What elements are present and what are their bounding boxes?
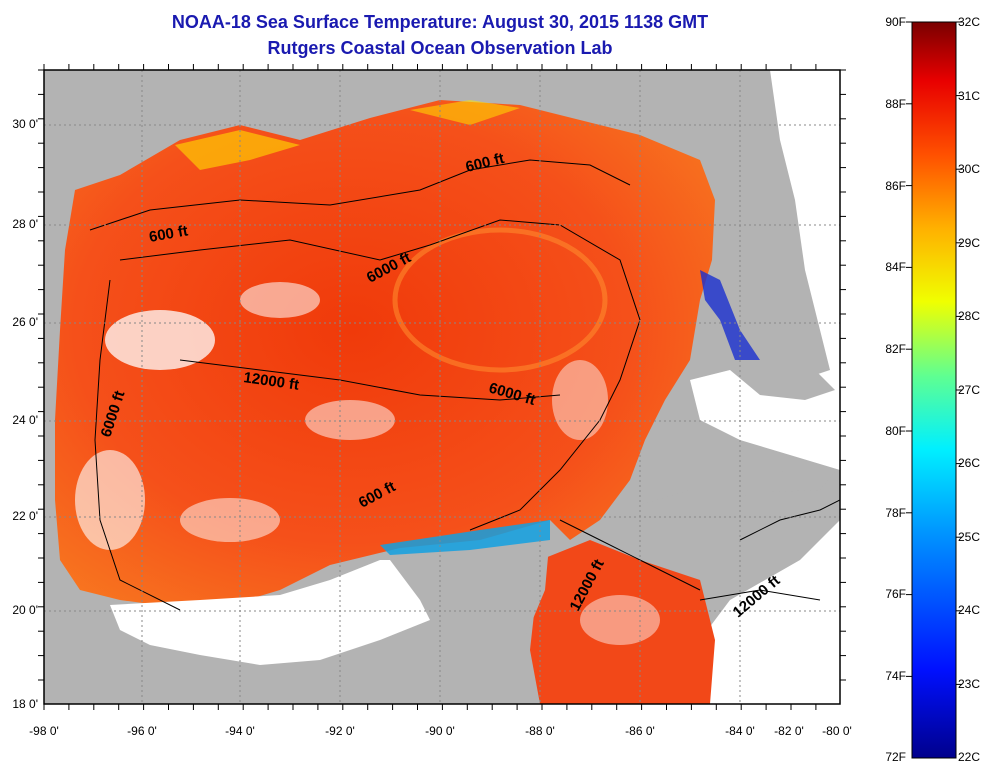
lon-label: -94 0' <box>225 724 255 738</box>
lon-label: -92 0' <box>325 724 355 738</box>
lon-label: -88 0' <box>525 724 555 738</box>
lat-label: 28 0' <box>12 217 38 231</box>
colorbar-label-f: 86F <box>885 179 906 193</box>
colorbar-label-c: 22C <box>958 750 981 764</box>
colorbar-label-c: 26C <box>958 456 981 470</box>
colorbar-label-f: 74F <box>885 669 906 683</box>
caribbean-sst <box>530 540 715 704</box>
lat-label: 24 0' <box>12 413 38 427</box>
lon-label: -96 0' <box>127 724 157 738</box>
gulf-sst <box>55 100 715 608</box>
colorbar-label-c: 28C <box>958 309 981 323</box>
lon-label: -80 0' <box>822 724 852 738</box>
colorbar-label-f: 78F <box>885 506 906 520</box>
colorbar-label-f: 82F <box>885 342 906 356</box>
colorbar-label-f: 90F <box>885 15 906 29</box>
lat-label: 26 0' <box>12 315 38 329</box>
contour-label: 600 ft <box>148 222 190 246</box>
colorbar-label-f: 80F <box>885 424 906 438</box>
lon-label: -86 0' <box>625 724 655 738</box>
colorbar-label-f: 72F <box>885 750 906 764</box>
colorbar-label-c: 30C <box>958 162 981 176</box>
no-data-campeche <box>110 560 470 665</box>
lat-label: 30 0' <box>12 117 38 131</box>
colorbar-label-f: 76F <box>885 587 906 601</box>
colorbar-label-c: 32C <box>958 15 981 29</box>
no-data-atlantic <box>690 70 840 704</box>
lon-label: -90 0' <box>425 724 455 738</box>
map-subtitle: Rutgers Coastal Ocean Observation Lab <box>267 38 613 58</box>
colorbar-label-c: 31C <box>958 89 981 103</box>
colorbar-label-f: 84F <box>885 260 906 274</box>
lat-label: 22 0' <box>12 509 38 523</box>
lon-label: -84 0' <box>725 724 755 738</box>
lon-label: -98 0' <box>29 724 59 738</box>
cuba <box>640 470 835 520</box>
yucatan <box>390 535 550 690</box>
colorbar-label-f: 88F <box>885 97 906 111</box>
colorbar-label-c: 23C <box>958 677 981 691</box>
graticule <box>44 70 840 704</box>
lat-label: 18 0' <box>12 697 38 711</box>
colorbar <box>911 21 957 759</box>
map-title: NOAA-18 Sea Surface Temperature: August … <box>171 12 709 32</box>
lat-label: 20 0' <box>12 603 38 617</box>
lon-label: -82 0' <box>774 724 804 738</box>
colorbar-label-c: 24C <box>958 603 981 617</box>
colorbar-label-c: 27C <box>958 383 981 397</box>
colorbar-label-c: 29C <box>958 236 981 250</box>
colorbar-label-c: 25C <box>958 530 981 544</box>
